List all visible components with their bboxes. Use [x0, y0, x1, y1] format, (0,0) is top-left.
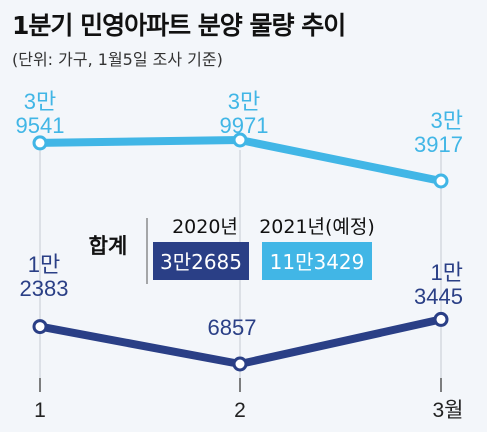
data-label-y2021: 9541 [16, 113, 65, 138]
data-label-y2021: 3만 [228, 89, 260, 114]
page-subtitle: (단위: 가구, 1월5일 조사 기준) [12, 50, 223, 69]
data-label-y2021: 3917 [414, 132, 463, 157]
totals-row-label: 합계 [89, 234, 128, 258]
totals-value-2021: 11만3429 [270, 250, 365, 274]
data-point-y2020 [433, 311, 449, 327]
data-label-y2021: 3만 [431, 108, 463, 133]
data-point-y2020 [32, 319, 48, 335]
data-point-y2021 [32, 135, 48, 151]
series-layer [32, 132, 449, 372]
data-point-y2021 [433, 173, 449, 189]
data-label-y2020: 3445 [414, 284, 463, 309]
data-point-y2020 [232, 356, 248, 372]
data-label-y2020: 2383 [20, 276, 69, 301]
data-label-y2021: 3만 [24, 89, 56, 114]
data-label-y2020: 1만 [431, 260, 463, 285]
x-tick-label: 1 [34, 399, 46, 422]
totals-value-box-2020 [153, 242, 249, 280]
totals-value-box-2021 [262, 242, 372, 280]
totals-value-2020: 3만2685 [160, 250, 242, 274]
data-point-y2021 [232, 132, 248, 148]
x-tick-label: 2 [234, 399, 246, 422]
totals-header-2020: 2020년 [172, 216, 238, 238]
page-title: 1분기 민영아파트 분양 물량 추이 [12, 11, 346, 40]
data-label-y2021: 9971 [220, 113, 269, 138]
grid-layer: 1 2 3월 [34, 150, 464, 422]
totals-table: 합계 2020년 2021년(예정) 3만2685 11만3429 [89, 216, 375, 284]
data-label-y2020: 1만 [28, 252, 60, 277]
data-label-y2020: 6857 [208, 315, 257, 340]
x-tick-label: 3월 [433, 399, 464, 422]
totals-header-2021: 2021년(예정) [259, 216, 375, 238]
